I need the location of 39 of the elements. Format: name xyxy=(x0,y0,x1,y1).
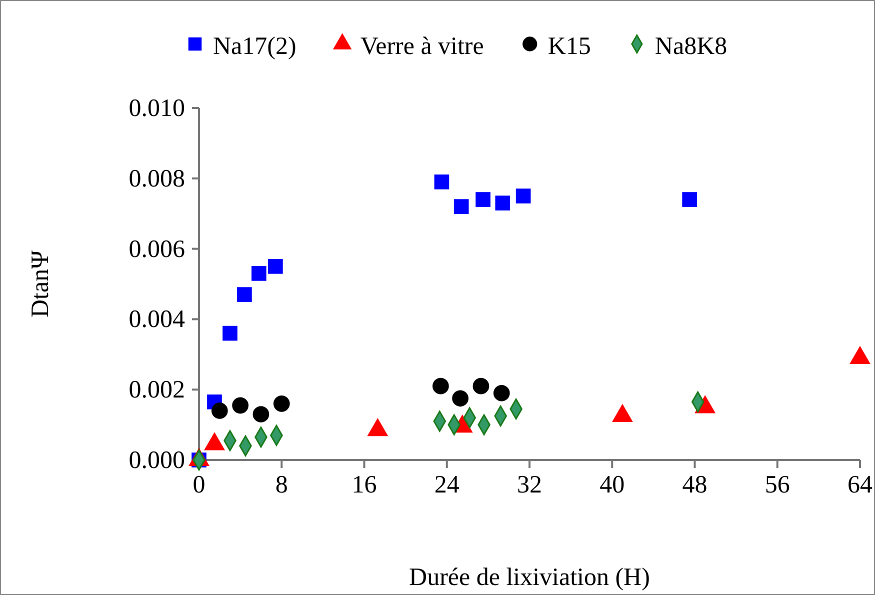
point xyxy=(252,406,270,422)
y-tick-label: 0.008 xyxy=(128,165,185,192)
x-tick-label: 32 xyxy=(517,471,542,498)
point xyxy=(273,396,290,412)
point xyxy=(432,378,449,394)
y-tick-label: 0.004 xyxy=(128,306,186,334)
legend-label: Na17(2) xyxy=(213,33,296,60)
point xyxy=(452,390,468,407)
point xyxy=(495,196,510,210)
x-tick-label: 40 xyxy=(600,471,625,498)
point xyxy=(472,378,490,394)
y-tick-label: 0.010 xyxy=(128,95,185,122)
point xyxy=(211,402,228,419)
x-tick-label: 48 xyxy=(682,471,708,498)
point xyxy=(237,287,252,302)
x-tick-label: 56 xyxy=(764,471,790,498)
y-tick-label: 0.002 xyxy=(128,376,185,404)
legend-label: Verre à vitre xyxy=(360,33,484,60)
x-tick-label: 8 xyxy=(275,471,288,498)
point xyxy=(251,266,266,281)
point xyxy=(268,258,283,274)
point xyxy=(493,384,510,402)
x-tick-label: 64 xyxy=(848,471,873,498)
y-tick-label: 0.006 xyxy=(128,236,185,263)
x-axis-title: Durée de lixiviation (H) xyxy=(409,564,650,591)
point xyxy=(476,192,490,207)
point xyxy=(434,174,450,190)
point xyxy=(222,326,238,341)
y-tick-label: 0.000 xyxy=(128,447,185,474)
point xyxy=(454,199,469,214)
point xyxy=(682,192,697,207)
point xyxy=(516,188,531,204)
x-tick-label: 16 xyxy=(352,471,377,498)
x-tick-label: 0 xyxy=(192,471,206,498)
y-axis-title: DtanΨ xyxy=(27,250,54,318)
legend-label: Na8K8 xyxy=(654,33,728,60)
point xyxy=(232,397,248,414)
legend-label: K15 xyxy=(548,33,591,60)
x-tick-label: 24 xyxy=(434,471,460,498)
